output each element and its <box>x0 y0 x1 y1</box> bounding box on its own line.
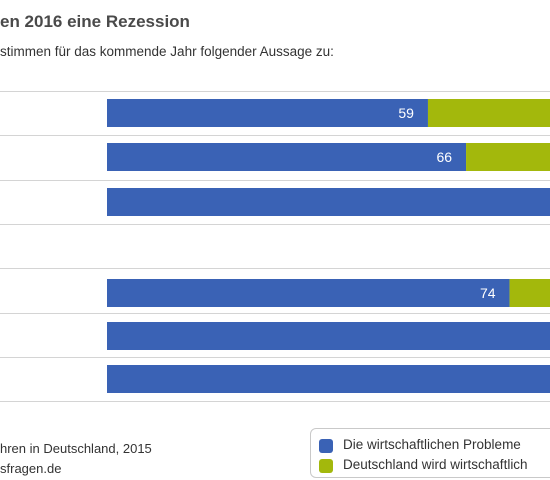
bar-segment-blue <box>107 143 467 171</box>
bar-value-label: 59 <box>398 105 414 121</box>
chart-subtitle: stimmen für das kommende Jahr folgender … <box>0 44 334 59</box>
chart-title: en 2016 eine Rezession <box>0 12 190 31</box>
bar-segment-blue <box>107 322 550 350</box>
source-line-2: sfragen.de <box>0 461 62 476</box>
source-line-1: hren in Deutschland, 2015 <box>0 441 152 456</box>
legend-label-green: Deutschland wird wirtschaftlich <box>343 457 528 472</box>
bar-value-label: 74 <box>480 285 496 301</box>
bar-segment-blue <box>107 365 550 393</box>
bar-segment-blue <box>107 279 510 307</box>
legend-swatch-green <box>319 459 333 473</box>
bar-value-label: 66 <box>436 149 452 165</box>
bar-segment-blue <box>107 99 428 127</box>
bar-segment-green <box>466 143 550 171</box>
bar-segment-green <box>427 99 550 127</box>
bar-segment-blue <box>107 188 550 216</box>
chart-legend: Die wirtschaftlichen Probleme Deutschlan… <box>310 428 550 478</box>
legend-label-blue: Die wirtschaftlichen Probleme <box>343 437 521 452</box>
legend-swatch-blue <box>319 439 333 453</box>
bar-segment-green <box>509 279 550 307</box>
bar-chart: 59 66 74 <box>0 91 550 402</box>
